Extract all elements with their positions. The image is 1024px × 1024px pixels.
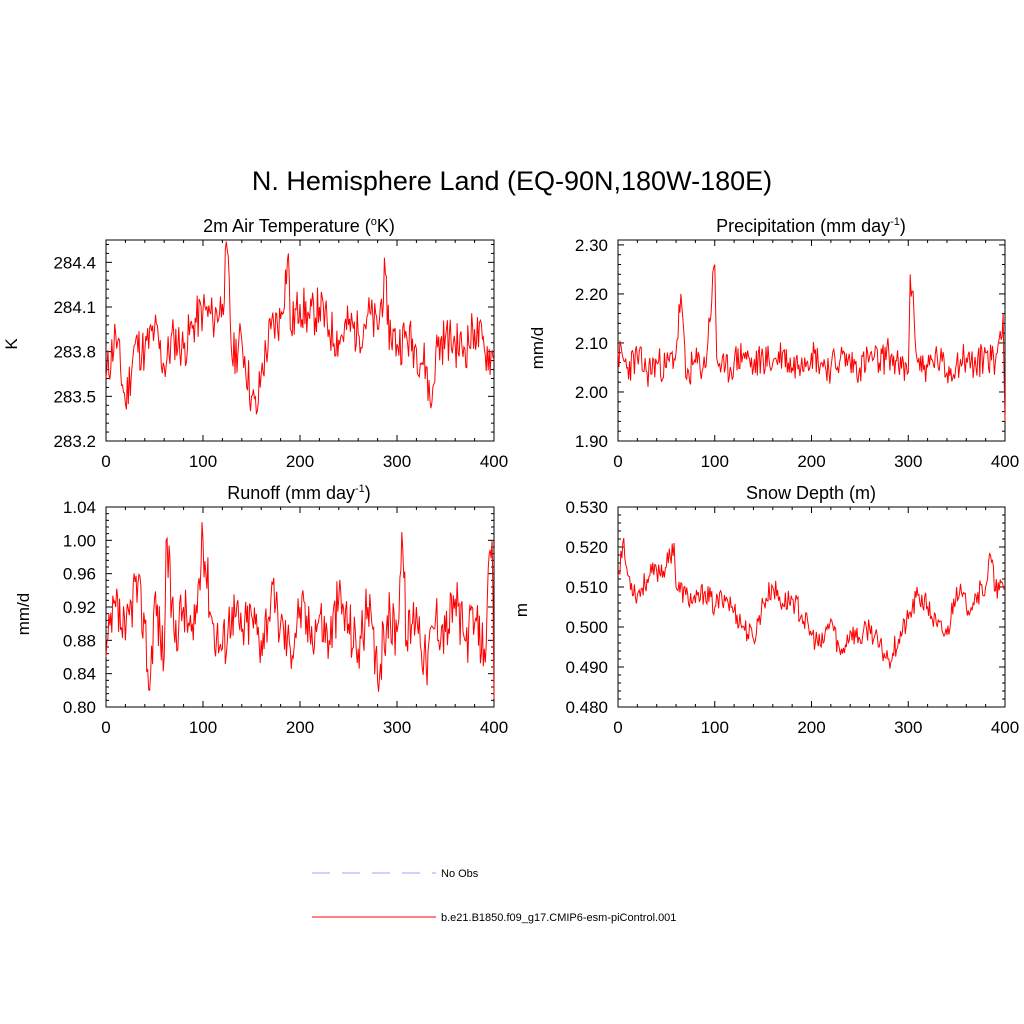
x-tick-label: 400 (480, 718, 508, 737)
y-tick-label: 2.20 (575, 285, 608, 304)
x-tick-label: 200 (286, 718, 314, 737)
x-tick-label: 100 (701, 718, 729, 737)
y-tick-label: 1.00 (63, 531, 96, 550)
y-tick-label: 284.1 (53, 298, 96, 317)
y-tick-label: 0.88 (63, 631, 96, 650)
panel-title-precipitation: Precipitation (mm day-1) (716, 216, 906, 236)
figure-title: N. Hemisphere Land (EQ-90N,180W-180E) (251, 166, 773, 196)
x-tick-label: 300 (383, 718, 411, 737)
x-tick-label: 100 (189, 718, 217, 737)
legend-label: No Obs (441, 868, 479, 880)
y-tick-label: 0.92 (63, 598, 96, 617)
y-tick-label: 0.480 (565, 698, 608, 717)
x-tick-label: 200 (797, 452, 825, 471)
panel-title-runoff: Runoff (mm day-1) (227, 483, 371, 503)
plot-frame (617, 506, 1006, 708)
y-tick-label: 0.96 (63, 565, 96, 584)
plot-frame (105, 239, 495, 442)
y-tick-label: 0.490 (565, 658, 608, 677)
y-tick-label: 0.520 (565, 538, 608, 557)
series-line (617, 264, 1006, 422)
x-tick-label: 100 (189, 452, 217, 471)
y-tick-label: 283.5 (53, 387, 96, 406)
series-line (105, 241, 495, 415)
y-tick-label: 0.530 (565, 498, 608, 517)
plot-frame (617, 239, 1006, 442)
x-tick-label: 0 (613, 452, 622, 471)
y-tick-label: 2.30 (575, 236, 608, 255)
runoff-plot: 0 100 200 300 400 0.80 0.84 0.88 0.92 0.96 1.00 1.0… (63, 498, 508, 737)
legend: No Obs b.e21.B1850.f09_g17.CMIP6-esm-piCo… (312, 868, 676, 924)
x-tick-label: 400 (991, 718, 1019, 737)
y-tick-label: 283.8 (53, 343, 96, 362)
y-tick-label: 1.90 (575, 432, 608, 451)
x-tick-label: 0 (101, 452, 110, 471)
y-tick-label: 2.10 (575, 334, 608, 353)
x-tick-label: 300 (894, 718, 922, 737)
y-tick-label: 0.80 (63, 698, 96, 717)
panel-title-snow-depth: Snow Depth (m) (745, 483, 877, 503)
precipitation-plot: 0 100 200 300 400 1.90 2.00 2.10 2.20 2.30 (575, 236, 1019, 471)
y-tick-label: 283.2 (53, 432, 96, 451)
panel-title-temperature: 2m Air Temperature (oK) (203, 216, 395, 236)
y-tick-label: 0.84 (63, 665, 96, 684)
temperature-plot: 0 100 200 300 400 283.2 283.5 283.8 284.1 284.4 (53, 239, 508, 471)
legend-label: b.e21.B1850.f09_g17.CMIP6-esm-piControl.… (441, 912, 676, 924)
x-tick-label: 0 (613, 718, 622, 737)
x-tick-label: 200 (286, 452, 314, 471)
y-tick-label: 2.00 (575, 383, 608, 402)
snow-depth-plot: 0 100 200 300 400 0.480 0.490 0.500 0.510 0.520 0.… (565, 498, 1019, 737)
x-tick-label: 100 (701, 452, 729, 471)
x-tick-label: 300 (894, 452, 922, 471)
x-tick-label: 200 (797, 718, 825, 737)
x-tick-label: 300 (383, 452, 411, 471)
y-tick-label: 284.4 (53, 253, 96, 272)
series-line (617, 537, 1006, 669)
x-tick-label: 0 (101, 718, 110, 737)
y-tick-label: 0.510 (565, 578, 608, 597)
x-tick-label: 400 (480, 452, 508, 471)
y-tick-label: 1.04 (63, 498, 96, 517)
y-tick-label: 0.500 (565, 618, 608, 637)
x-tick-label: 400 (991, 452, 1019, 471)
series-line (105, 522, 495, 699)
